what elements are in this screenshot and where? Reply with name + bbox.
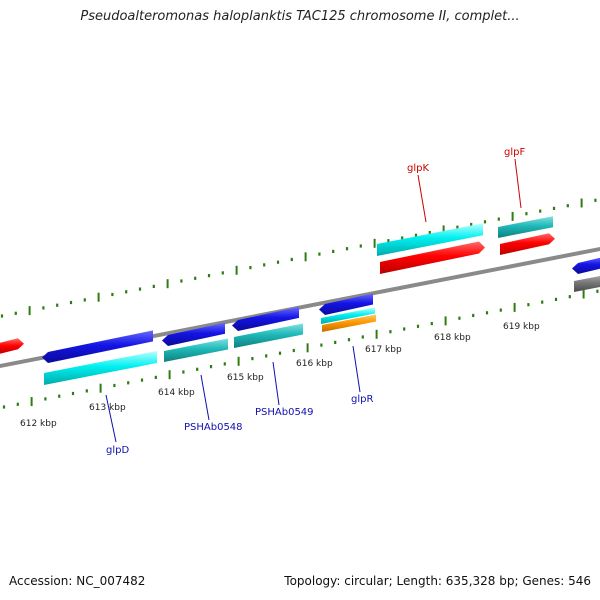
gene-label-glpR[interactable]: glpR [351,394,373,405]
tick-label-612: 612 kbp [20,419,57,429]
gene-arrow-PSHAb0548-cds[interactable] [164,338,228,363]
gene-arrow-glpD[interactable] [42,330,153,363]
gene-label-glpF[interactable]: glpF [504,147,525,158]
gene-arrow-glpF[interactable] [500,233,555,255]
gene-arrow-PSHAb0548[interactable] [162,322,225,346]
gene-label-PSHAb0548[interactable]: PSHAb0548 [184,422,243,433]
gene-labels: glpK glpF glpD PSHAb0548 PSHAb0549 glpR [106,147,525,456]
tick-labels: 612 kbp 613 kbp 614 kbp 615 kbp 616 kbp … [20,322,540,429]
gene-arrow-glpD-cds[interactable] [44,351,157,385]
gene-label-glpK[interactable]: glpK [407,163,429,174]
chromosome-title: Pseudoalteromonas haloplanktis TAC125 ch… [80,9,520,24]
accession-label: Accession: NC_007482 [9,574,146,588]
gene-arrow-glpR[interactable] [319,293,373,316]
gene-arrow-glpK-cds[interactable] [377,223,483,256]
tick-label-617: 617 kbp [365,345,402,355]
glpD-callout-line [105,394,117,443]
PSHAb0548-callout-line [200,374,210,421]
gene-arrow-offscreen-right[interactable] [572,257,600,274]
gene-arrow-PSHAb0549-cds[interactable] [234,323,303,349]
gene-callouts [105,158,522,443]
sequence-summary: Topology: circular; Length: 635,328 bp; … [284,574,591,588]
gene-arrow-PSHAb0549[interactable] [232,306,299,331]
reverse-strand-ruler [2,289,599,409]
tick-label-616: 616 kbp [296,359,333,369]
gene-label-glpD[interactable]: glpD [106,445,129,456]
gene-features[interactable] [0,216,600,385]
tick-label-613: 613 kbp [89,403,126,413]
glpK-callout-line [417,174,427,223]
forward-strand-ruler [0,198,597,318]
tick-label-615: 615 kbp [227,373,264,383]
gene-arrow-glpR-cds[interactable] [321,307,375,325]
gene-arrow-glpF-cds[interactable] [498,216,553,238]
gene-arrow-offscreen-left[interactable] [0,338,24,355]
glpF-callout-line [514,158,522,209]
glpR-callout-line [352,345,361,393]
gene-label-PSHAb0549[interactable]: PSHAb0549 [255,407,314,418]
tick-label-614: 614 kbp [158,388,195,398]
PSHAb0549-callout-line [272,361,280,406]
tick-label-618: 618 kbp [434,333,471,343]
gene-arrow-glpK[interactable] [380,241,485,275]
tick-label-619: 619 kbp [503,322,540,332]
gene-arrow-offscreen-right-2[interactable] [574,275,600,292]
gene-arrow-glpR-misc[interactable] [322,314,376,333]
